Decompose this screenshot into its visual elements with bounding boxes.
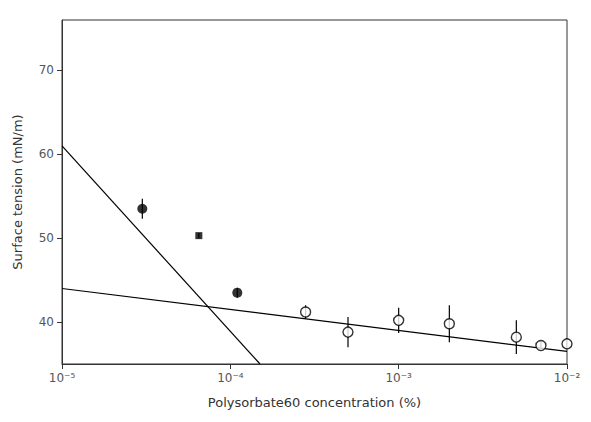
svg-text:10⁻⁵: 10⁻⁵ — [49, 371, 76, 385]
svg-text:10⁻⁴: 10⁻⁴ — [217, 371, 244, 385]
svg-text:10⁻³: 10⁻³ — [385, 371, 412, 385]
svg-text:Surface tension (mN/m): Surface tension (mN/m) — [10, 114, 25, 269]
svg-text:40: 40 — [39, 315, 54, 329]
svg-text:60: 60 — [39, 147, 54, 161]
svg-text:10⁻²: 10⁻² — [554, 371, 581, 385]
svg-text:Polysorbate60 concentration (%: Polysorbate60 concentration (%) — [208, 395, 421, 410]
svg-text:70: 70 — [39, 63, 54, 77]
svg-text:50: 50 — [39, 231, 54, 245]
